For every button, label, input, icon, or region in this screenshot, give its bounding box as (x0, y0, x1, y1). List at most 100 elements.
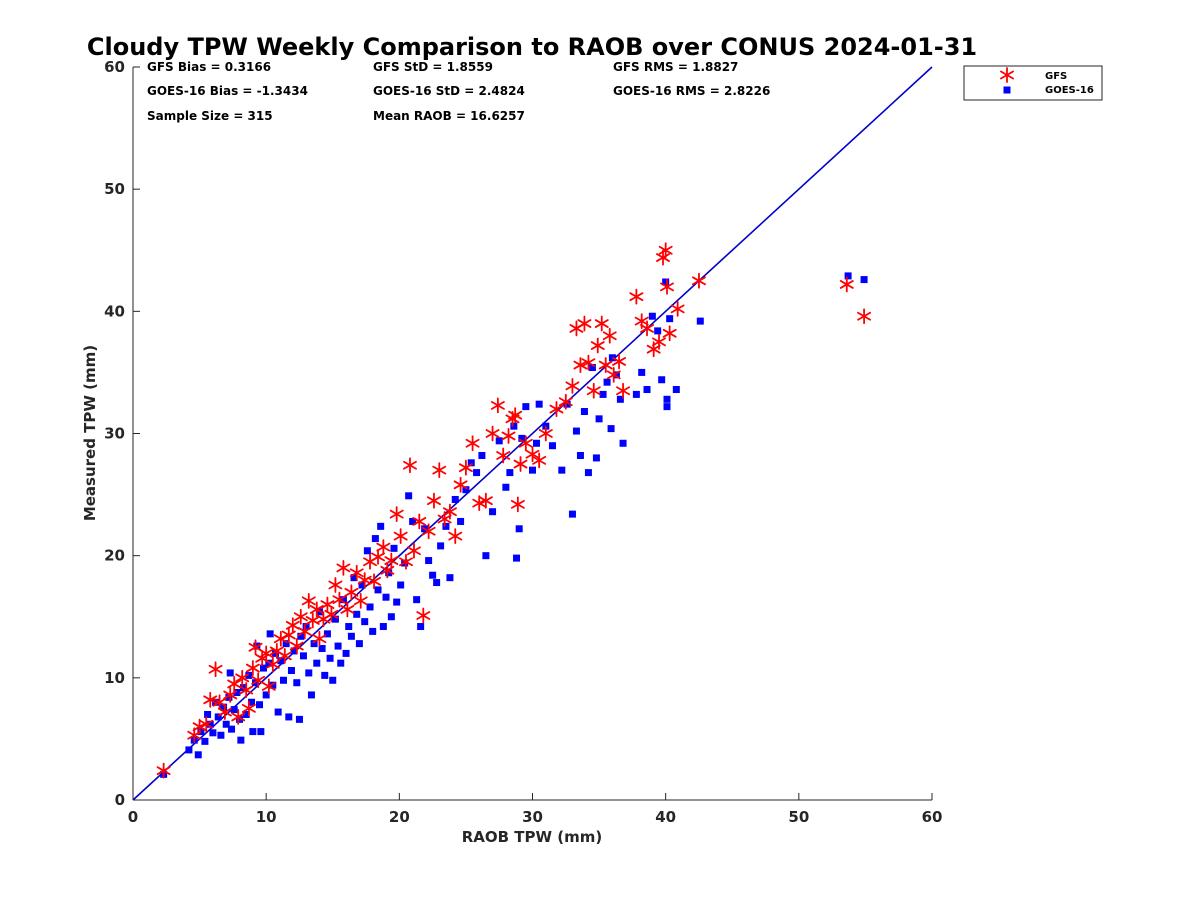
gfs-point (691, 272, 706, 289)
gfs-point (412, 513, 427, 530)
goes16-point (369, 627, 377, 635)
goes16-point (353, 610, 361, 618)
goes16-point (518, 434, 526, 442)
goes16-point (321, 671, 329, 679)
goes16-point (442, 522, 450, 530)
goes16-point (331, 615, 339, 623)
gfs-point (312, 630, 327, 647)
gfs-std-stat: GFS StD = 1.8559 (373, 60, 493, 74)
goes16-point (233, 688, 241, 696)
gfs-point (336, 559, 351, 576)
x-tick-label: 60 (922, 808, 943, 826)
goes16-point (417, 623, 425, 631)
gfs-point (239, 682, 254, 698)
goes16-point (217, 731, 225, 739)
gfs-point (371, 548, 385, 565)
goes16-point (282, 640, 290, 648)
x-tick-label: 20 (389, 808, 410, 826)
goes16-point (473, 469, 481, 477)
gfs-point (629, 288, 644, 305)
goes16-point (662, 278, 670, 286)
legend: GFS GOES-16 (963, 65, 1103, 101)
y-axis-label: Measured TPW (mm) (81, 345, 99, 521)
gfs-point (662, 325, 677, 342)
goes16-point (860, 276, 868, 284)
goes16-point (502, 483, 510, 491)
y-tick-label: 30 (104, 425, 125, 443)
goes16-point (323, 630, 331, 638)
gfs-point (510, 496, 525, 513)
goes16-point (209, 729, 217, 737)
gfs-point (203, 691, 218, 708)
goes16-std-stat: GOES-16 StD = 2.4824 (373, 84, 525, 98)
goes16-point (194, 751, 202, 759)
goes16-point (337, 659, 345, 667)
goes16-point (433, 579, 441, 587)
y-ticks: 0 10 20 30 40 50 60 (104, 58, 140, 809)
goes16-point (385, 569, 393, 577)
goes16-point (201, 737, 209, 745)
gfs-point (558, 393, 573, 410)
gfs-point (490, 397, 505, 414)
gfs-point (670, 300, 685, 317)
goes16-point (206, 720, 214, 728)
gfs-point (485, 425, 500, 442)
goes16-point (513, 554, 521, 562)
goes16-point (226, 669, 234, 677)
gfs-point (389, 506, 404, 523)
gfs-point (289, 638, 304, 654)
gfs-point (508, 407, 523, 424)
gfs-point (577, 315, 592, 332)
gfs-point (594, 315, 609, 332)
goes16-point (532, 439, 540, 447)
gfs-point (285, 617, 300, 634)
gfs-point (393, 528, 408, 545)
gfs-point (857, 308, 872, 325)
goes16-point (310, 640, 318, 648)
goes16-point (230, 706, 238, 714)
gfs-point (265, 656, 280, 673)
goes16-point (274, 708, 282, 716)
goes16-point (548, 442, 556, 450)
gfs-point (839, 276, 854, 293)
goes16-point (489, 508, 497, 516)
x-tick-label: 40 (655, 808, 676, 826)
goes16-point (269, 681, 277, 689)
legend-gfs-marker (1000, 67, 1014, 83)
gfs-point (227, 676, 242, 692)
goes16-point (425, 557, 433, 565)
gfs-point (212, 694, 227, 711)
goes16-point (696, 317, 704, 325)
goes16-point (588, 364, 596, 372)
legend-box (963, 65, 1103, 101)
legend-goes16-marker (1003, 86, 1011, 94)
gfs-point (501, 428, 516, 444)
gfs-point (277, 647, 292, 664)
goes16-point (510, 422, 518, 430)
goes16-point (220, 703, 228, 711)
goes16-rms-stat: GOES-16 RMS = 2.8226 (613, 84, 770, 98)
goes16-point (342, 649, 350, 657)
y-tick-label: 60 (104, 58, 125, 76)
goes16-point (257, 728, 265, 736)
mean-raob-stat: Mean RAOB = 16.6257 (373, 109, 525, 123)
goes16-point (506, 469, 514, 477)
gfs-point (293, 608, 308, 625)
goes16-point (285, 713, 293, 721)
goes16-point (478, 451, 486, 459)
goes16-point (663, 403, 671, 411)
gfs-point (532, 452, 547, 469)
goes16-point (245, 671, 253, 679)
goes16-point (366, 603, 374, 611)
gfs-point (367, 573, 381, 590)
goes16-point (663, 395, 671, 403)
goes16-point (654, 327, 662, 335)
gfs-point (453, 476, 468, 493)
goes16-point (248, 698, 256, 706)
gfs-point (231, 709, 246, 725)
gfs-rms-stat: GFS RMS = 1.8827 (613, 60, 738, 74)
goes16-point (446, 574, 454, 582)
goes16-point (260, 664, 268, 672)
gfs-point (376, 539, 391, 556)
goes16-point (409, 517, 417, 525)
